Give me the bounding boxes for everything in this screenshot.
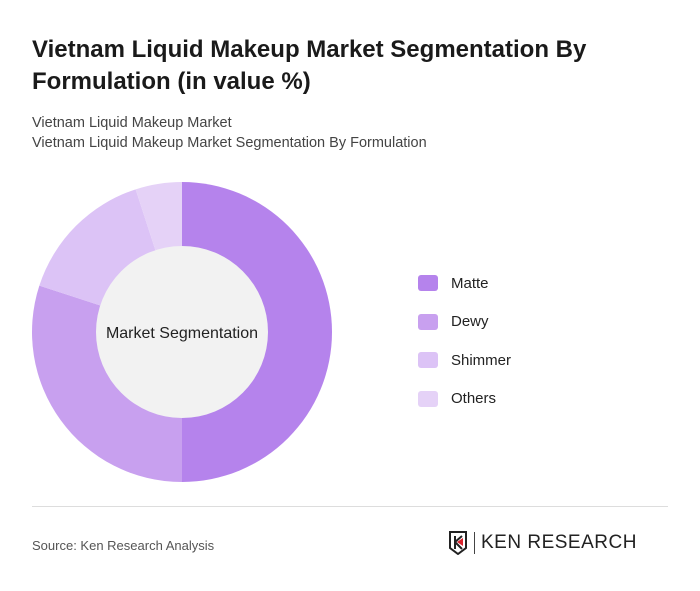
legend-swatch — [418, 352, 438, 369]
legend-item-others: Others — [418, 380, 511, 419]
legend-label: Others — [451, 390, 497, 408]
donut-chart: Market Segmentation — [31, 182, 332, 482]
legend-item-matte: Matte — [418, 264, 511, 303]
center-label: Market Segmentation — [106, 325, 258, 342]
legend-swatch — [418, 313, 438, 330]
ken-research-logo: KEN RESEARCH — [448, 531, 637, 555]
legend: Matte Dewy Shimmer Others — [418, 264, 511, 418]
legend-item-dewy: Dewy — [418, 303, 511, 342]
subtitle-secondary: Vietnam Liquid Makeup Market Segmentatio… — [32, 135, 427, 151]
legend-label: Matte — [451, 274, 489, 292]
divider — [32, 506, 668, 507]
chart-title: Vietnam Liquid Makeup Market Segmentatio… — [32, 36, 587, 95]
legend-swatch — [418, 275, 438, 292]
logo-shield-icon — [449, 531, 467, 555]
legend-label: Shimmer — [451, 351, 512, 369]
logo-text: KEN RESEARCH — [474, 532, 637, 554]
legend-item-shimmer: Shimmer — [418, 341, 511, 380]
legend-swatch — [418, 390, 438, 407]
legend-label: Dewy — [451, 313, 489, 331]
source-note: Source: Ken Research Analysis — [32, 538, 215, 553]
subtitle: Vietnam Liquid Makeup Market — [32, 115, 232, 131]
donut-hole — [96, 246, 268, 418]
